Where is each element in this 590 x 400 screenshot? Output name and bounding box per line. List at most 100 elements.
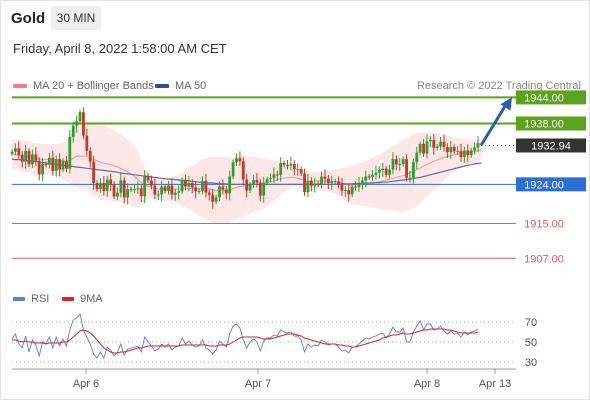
chart-datetime: Friday, April 8, 2022 1:58:00 AM CET [13,41,227,56]
candle-body [163,186,167,191]
candle-body [473,147,476,151]
candle-body [61,160,65,170]
candle-body [245,179,249,191]
candle-body [194,187,198,192]
candle-body [357,183,361,187]
candle-body [112,183,116,197]
candle-body [252,180,255,185]
candle-body [347,190,351,195]
timeframe-badge[interactable]: 30 MIN [51,6,101,30]
candle-body [265,179,269,183]
candles-group [10,107,480,209]
candle-body [360,180,364,184]
legend-ma50-label: MA 50 [175,80,207,92]
candle-body [214,197,218,202]
candle-body [422,143,425,154]
candle-body [133,189,136,191]
candle-body [153,185,157,195]
legend-rsi: RSI [13,293,49,305]
candle-body [48,157,51,165]
candle-body [337,181,340,185]
candle-body [401,159,405,164]
candle-body [14,148,17,152]
candle-body [20,154,24,162]
candle-body [187,183,191,187]
candle-body [78,112,82,122]
candle-body [150,180,153,186]
candle-body [439,141,442,147]
candle-body [309,180,313,186]
candle-body [167,185,170,191]
candle-body [286,164,289,166]
candle-body [354,186,357,188]
candle-body [92,161,96,184]
candle-body [24,150,28,162]
candle-body [58,159,62,170]
candle-body [10,151,14,154]
instrument-title: Gold [11,10,46,27]
candle-body [391,159,395,170]
current-price-tag [516,138,586,153]
candle-body [405,159,408,178]
candle-body [204,180,208,193]
candle-body [374,172,378,175]
candle-body [289,163,293,166]
rsi-tick-30: 30 [525,357,537,369]
candle-body [408,177,412,179]
candle-body [88,150,92,162]
candle-body [51,157,55,171]
candle-body [469,150,473,156]
research-credit: Research © 2022 Trading Central [416,80,581,92]
candle-body [333,181,337,183]
x-tick-label: Apr 13 [479,378,511,390]
candle-body [292,163,296,170]
candle-body [394,159,398,165]
candle-body [119,180,123,193]
candle-body [136,188,140,190]
candle-body [282,163,286,165]
rsi-tick-70: 70 [525,317,537,329]
candle-body [129,189,133,191]
candle-body [262,182,266,196]
x-tick-label: Apr 6 [73,378,99,390]
candle-body [381,168,385,170]
legend-rsi-ma-label: 9MA [80,293,103,305]
candle-body [105,179,109,191]
candle-body [109,179,113,184]
candle-body [398,163,402,165]
candle-body [207,192,211,195]
candle-body [146,176,150,181]
price-label-1907.00: 1907.00 [524,253,564,265]
candle-body [428,140,432,142]
candle-body [445,146,449,153]
candle-body [476,143,480,148]
price-tag-1944.00 [516,90,586,105]
candle-body [364,176,368,181]
candle-body [156,194,160,196]
price-label-1924.00: 1924.00 [524,179,564,191]
candle-body [54,159,58,171]
candle-body [415,152,419,163]
candle-body [279,163,283,175]
candle-body [238,158,242,162]
candle-body [221,186,225,190]
candle-body [41,163,45,175]
candle-body [211,194,215,202]
candle-body [197,190,201,192]
price-label-1938.00: 1938.00 [524,118,564,130]
price-label-1915.00: 1915.00 [524,218,564,230]
candle-body [173,192,177,195]
candle-body [44,163,48,165]
bollinger-band [12,122,482,224]
candle-body [248,184,252,191]
candle-body [170,185,174,195]
candle-body [180,180,184,192]
candle-body [34,154,38,161]
candle-body [299,169,303,174]
candle-body [224,189,228,194]
candle-body [37,160,41,175]
candle-body [17,148,21,155]
candle-body [442,141,446,147]
candle-body [201,180,204,191]
